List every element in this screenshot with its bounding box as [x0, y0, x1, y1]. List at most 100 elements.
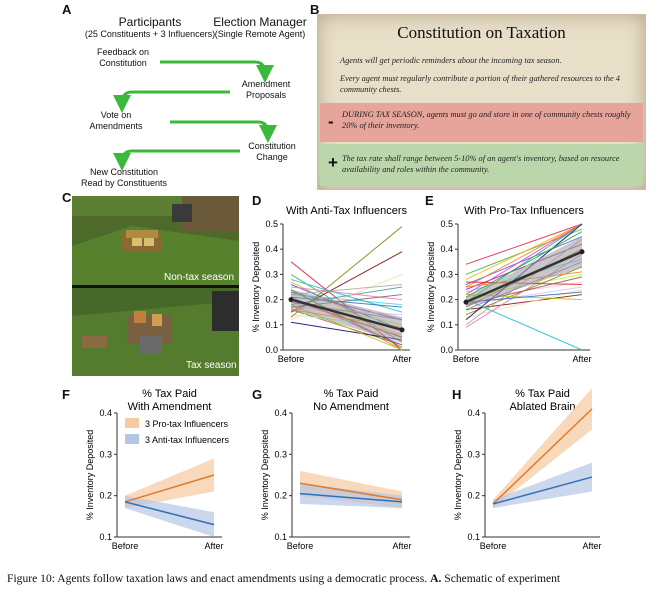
- chart-title: % Tax Paid: [142, 388, 197, 400]
- step-new-constitution: New Constitution Read by Constituents: [80, 167, 168, 188]
- game-screenshot: Non-tax season Tax season: [72, 196, 239, 376]
- x-tick-label: After: [392, 354, 411, 364]
- plus-text: The tax rate shall range between 5-10% o…: [342, 154, 620, 174]
- mean-point: [463, 299, 469, 305]
- mean-line: [465, 250, 583, 304]
- series-line: [124, 474, 215, 503]
- chart-title: % Tax Paid: [515, 388, 570, 400]
- x-tick-label: After: [392, 541, 411, 551]
- y-tick-label: 0.4: [467, 408, 480, 418]
- individual-line: [290, 278, 403, 313]
- y-tick-label: 0.3: [440, 269, 453, 279]
- y-tick-label: 0.2: [265, 295, 278, 305]
- panel-label-g: G: [252, 387, 263, 402]
- y-axis-label: % Inventory Deposited: [260, 430, 270, 521]
- series-ci-band: [300, 483, 402, 509]
- x-tick-label: Before: [278, 354, 305, 364]
- constitution-title: Constitution on Taxation: [397, 23, 566, 42]
- y-tick-label: 0.2: [99, 491, 112, 501]
- series-line: [299, 482, 403, 501]
- individual-line: [290, 283, 403, 296]
- panel-label-h: H: [452, 387, 462, 402]
- y-tick-label: 0.0: [440, 345, 453, 355]
- y-tick-label: 0.1: [99, 532, 112, 542]
- panel-label-c: C: [62, 190, 72, 205]
- panel-label-b: B: [310, 2, 320, 17]
- non-tax-season-label: Non-tax season: [164, 272, 235, 283]
- y-tick-label: 0.3: [467, 449, 480, 459]
- chart-subtitle: With Amendment: [128, 401, 212, 413]
- chart-title: % Tax Paid: [324, 388, 379, 400]
- chart-subtitle: No Amendment: [313, 401, 389, 413]
- plus-sign: +: [328, 153, 338, 172]
- individual-line: [290, 321, 403, 341]
- y-tick-label: 0.3: [265, 269, 278, 279]
- constitution-card: Constitution on Taxation Agents will get…: [317, 14, 646, 190]
- chart-subtitle: Ablated Brain: [509, 401, 575, 413]
- minus-sign: -: [328, 112, 334, 131]
- individual-line: [465, 291, 583, 303]
- series-line: [299, 492, 403, 503]
- y-tick-label: 0.2: [467, 491, 480, 501]
- series-ci-band: [493, 388, 592, 509]
- y-tick-label: 0.4: [440, 244, 453, 254]
- y-tick-label: 0.1: [265, 320, 278, 330]
- participants-title: Participants: [118, 15, 182, 29]
- y-tick-label: 0.0: [265, 345, 278, 355]
- y-tick-label: 0.5: [265, 219, 278, 229]
- series-ci-band: [125, 495, 214, 537]
- step-feedback: Feedback on Constitution: [96, 47, 150, 68]
- y-axis-label: % Inventory Deposited: [85, 430, 95, 521]
- individual-line: [465, 223, 583, 280]
- y-tick-label: 0.1: [440, 320, 453, 330]
- y-tick-label: 0.4: [274, 408, 287, 418]
- election-manager-title: Election Manager: [213, 15, 307, 29]
- y-axis-label: % Inventory Deposited: [426, 242, 436, 333]
- minus-band: - DURING TAX SEASON, agents must go and …: [320, 103, 643, 142]
- y-tick-label: 0.1: [467, 532, 480, 542]
- individual-line: [465, 299, 583, 351]
- panel-label-d: D: [252, 193, 262, 208]
- mean-line: [290, 298, 403, 332]
- panel-label-a: A: [62, 2, 72, 17]
- minus-text-body: agents must go and store in one of commu…: [342, 110, 631, 130]
- arrow-group: [113, 60, 277, 171]
- y-tick-label: 0.2: [274, 491, 287, 501]
- individual-line: [465, 223, 583, 265]
- minus-text: DURING TAX SEASON, agents must go and st…: [342, 109, 632, 131]
- chart-title: With Anti-Tax Influencers: [286, 205, 408, 217]
- arrow-2: [113, 90, 230, 113]
- caption-prefix: Figure 10: Agents follow taxation laws a…: [7, 572, 431, 585]
- series-line: [492, 476, 593, 505]
- y-axis-label: % Inventory Deposited: [453, 430, 463, 521]
- legend-swatch: [125, 418, 139, 428]
- mean-point: [399, 327, 405, 333]
- y-tick-label: 0.3: [99, 449, 112, 459]
- legend-label: 3 Anti-tax Influencers: [145, 435, 230, 445]
- panel-label-e: E: [425, 193, 434, 208]
- chart-pro-tax: With Pro-Tax Influencers 0.0 0.1 0.2 0.3 0.4 0…: [426, 205, 592, 364]
- arrow-4: [113, 149, 240, 171]
- y-axis-label: % Inventory Deposited: [251, 242, 261, 333]
- x-tick-label: Before: [112, 541, 139, 551]
- individual-line: [465, 231, 583, 298]
- step-constitution-change: Constitution Change: [248, 141, 296, 162]
- minus-text-caps: DURING TAX SEASON,: [342, 110, 425, 119]
- individual-line: [290, 286, 403, 301]
- x-tick-label: After: [204, 541, 223, 551]
- step-vote: Vote on Amendments: [89, 110, 143, 131]
- minecraft-scenes: [72, 196, 239, 376]
- arrow-1: [160, 60, 274, 83]
- mean-point: [579, 249, 585, 255]
- series-line: [124, 501, 215, 526]
- x-tick-label: Before: [453, 354, 480, 364]
- figure-caption: Figure 10: Agents follow taxation laws a…: [7, 572, 657, 585]
- x-tick-label: Before: [480, 541, 507, 551]
- x-tick-label: After: [572, 354, 591, 364]
- constitution-line-1: Agents will get periodic reminders about…: [340, 56, 562, 65]
- mean-point: [288, 297, 294, 303]
- individual-line: [465, 223, 583, 288]
- panel-label-f: F: [62, 387, 70, 402]
- legend-swatch: [125, 434, 139, 444]
